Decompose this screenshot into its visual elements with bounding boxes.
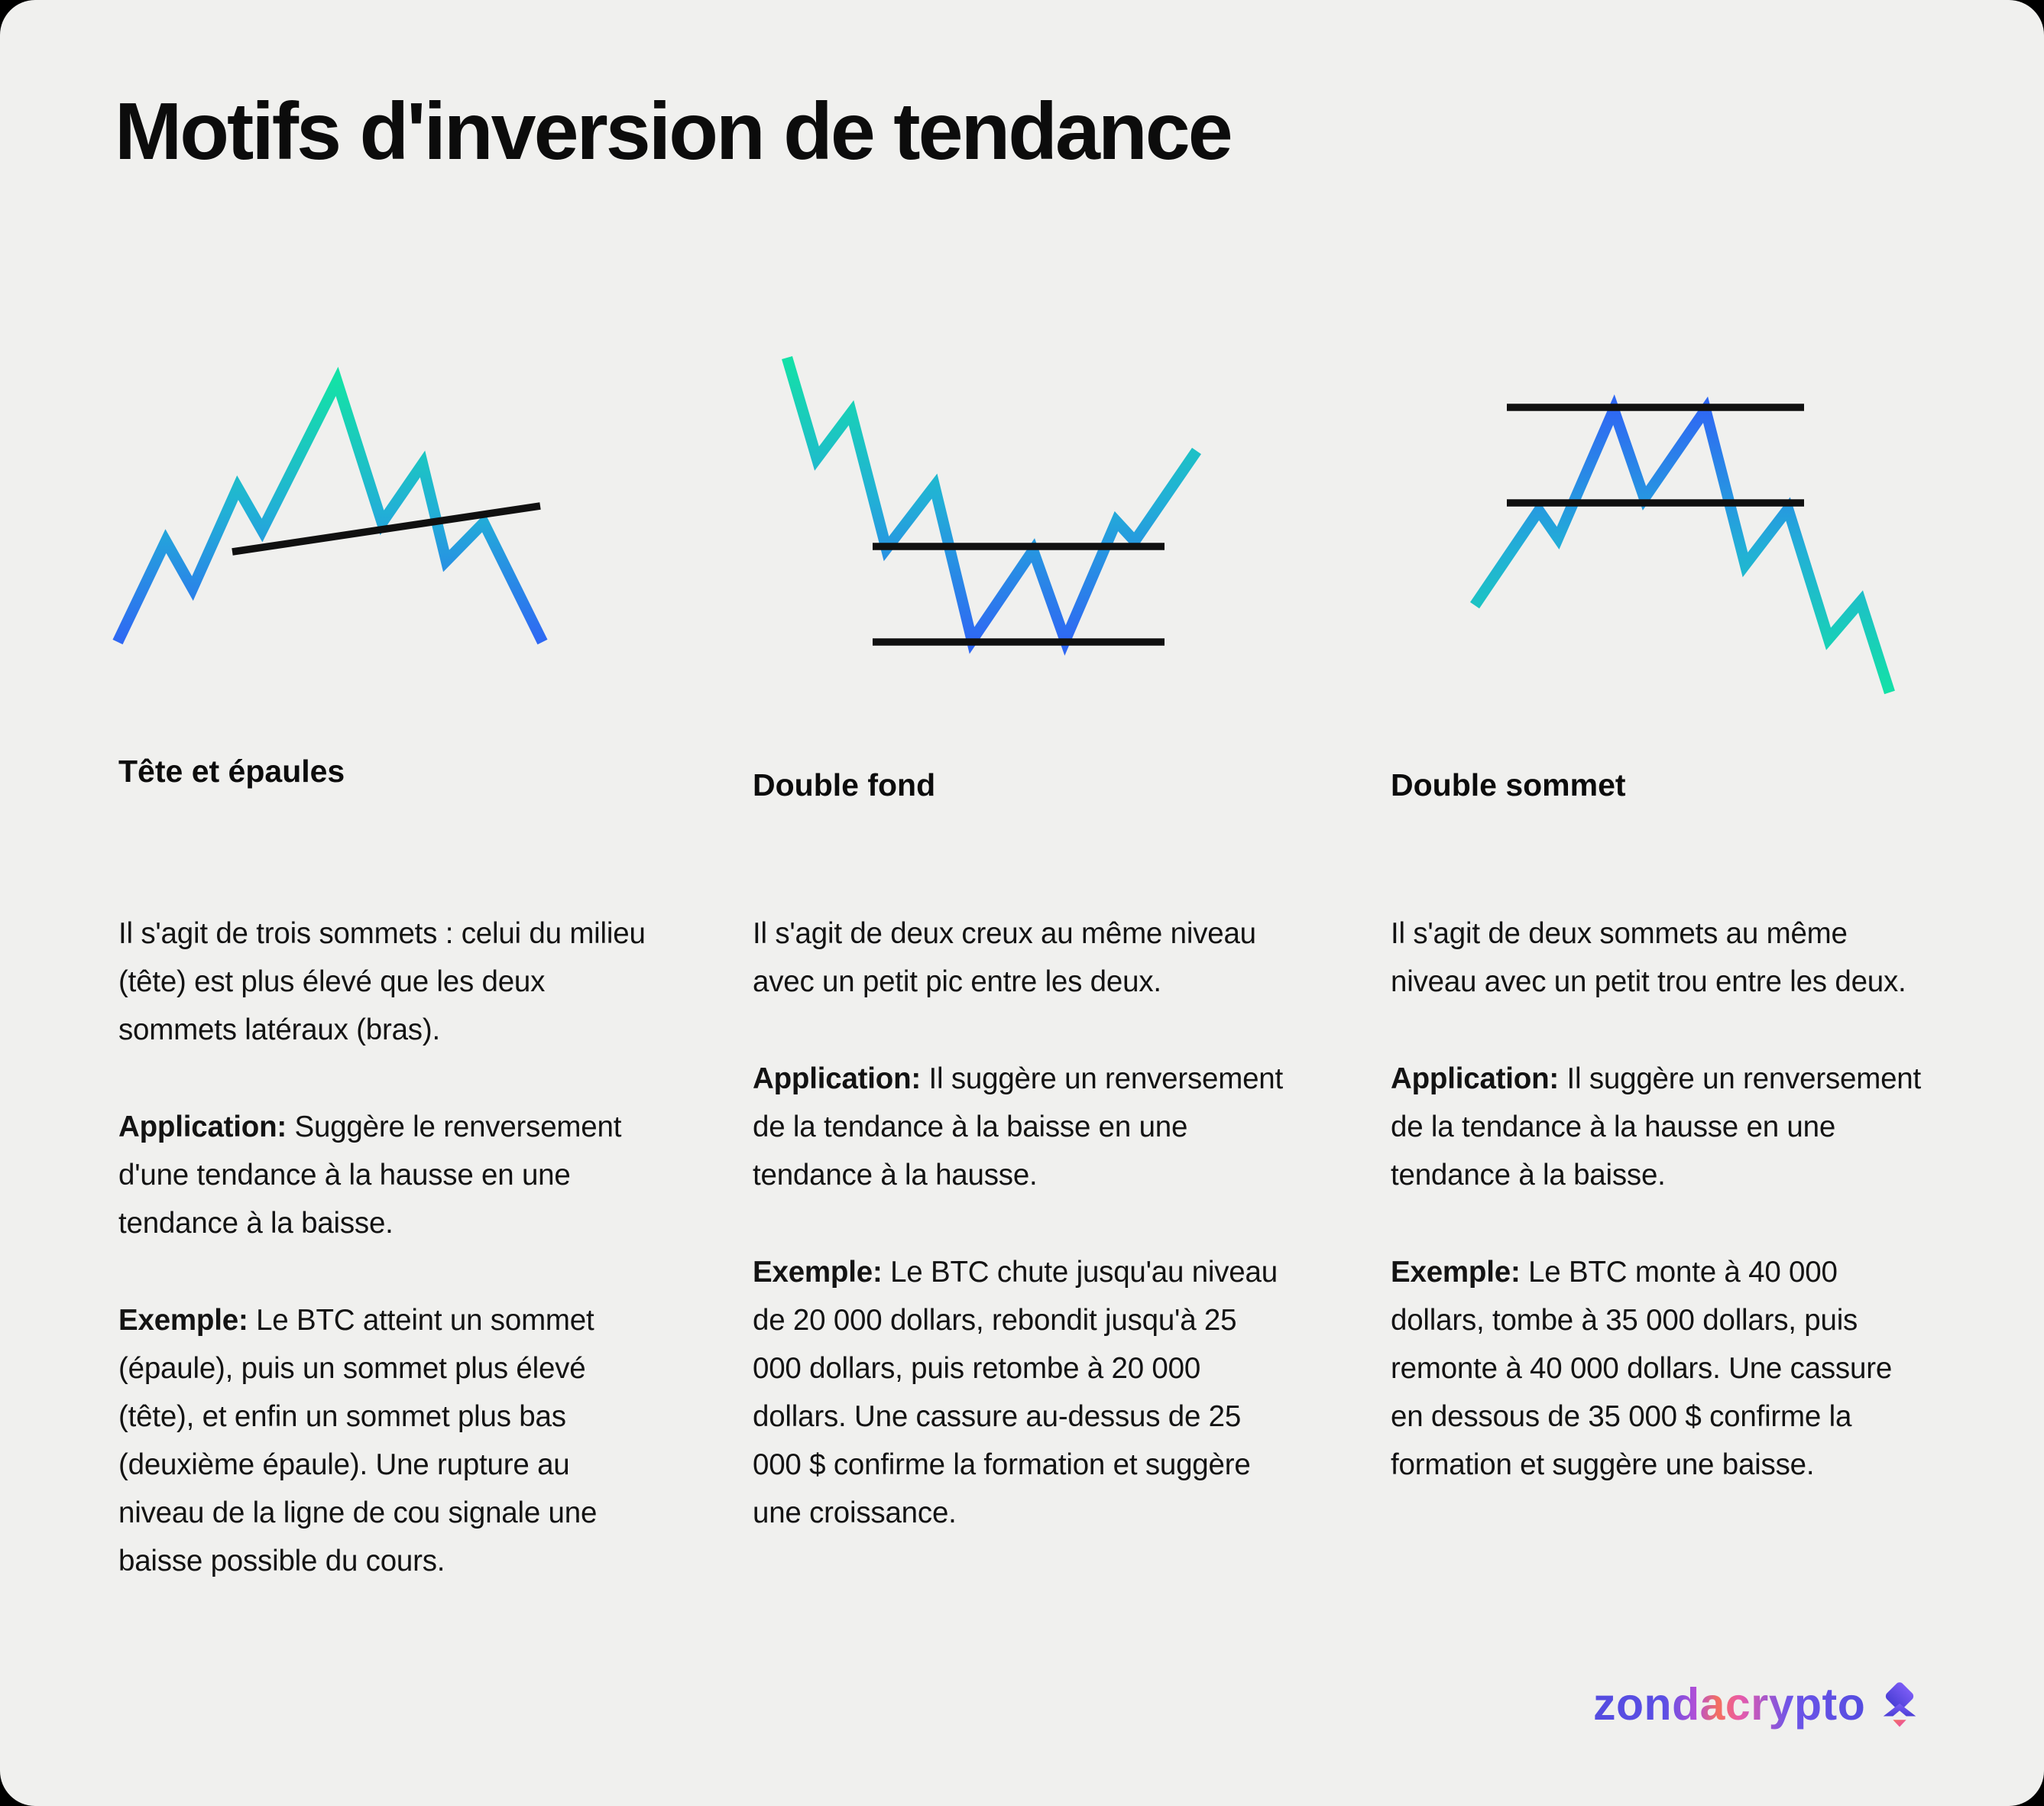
double-bottom-pattern-illustration: [782, 355, 1201, 656]
price-line: [782, 355, 1201, 656]
pattern-title: Double fond: [753, 767, 936, 802]
pattern-intro-text: Il s'agit de trois sommets : celui du mi…: [118, 917, 646, 1046]
column-double-bottom: Double fond Il s'agit de deux creux au m…: [753, 753, 1284, 1586]
example-label: Exemple:: [118, 1304, 248, 1337]
pattern-example: Exemple: Le BTC monte à 40 000 dollars, …: [1391, 1248, 1922, 1489]
zondacrypto-wordmark: zondacrypto: [1593, 1679, 1866, 1730]
pattern-intro: Il s'agit de deux sommets au même niveau…: [1391, 909, 1922, 1006]
pattern-application: Application: Il suggère un renversement …: [1391, 1055, 1922, 1199]
example-text: Le BTC chute jusqu'au niveau de 20 000 d…: [753, 1256, 1278, 1529]
pattern-application: Application: Suggère le renversement d'u…: [118, 1103, 649, 1247]
column-double-top: Double sommet Il s'agit de deux sommets …: [1391, 753, 1922, 1538]
pattern-title: Double sommet: [1391, 767, 1626, 802]
pattern-title: Tête et épaules: [118, 754, 345, 789]
pattern-intro: Il s'agit de trois sommets : celui du mi…: [118, 909, 649, 1054]
pattern-example: Exemple: Le BTC atteint un sommet (épaul…: [118, 1296, 649, 1585]
application-label: Application:: [118, 1111, 287, 1143]
application-label: Application:: [753, 1062, 922, 1095]
example-label: Exemple:: [1391, 1256, 1521, 1289]
zondacrypto-logo: zondacrypto: [1593, 1678, 1922, 1730]
example-text: Le BTC monte à 40 000 dollars, tombe à 3…: [1391, 1256, 1893, 1481]
pattern-intro-text: Il s'agit de deux sommets au même niveau…: [1391, 917, 1906, 998]
pattern-intro: Il s'agit de deux creux au même niveau a…: [753, 909, 1284, 1006]
column-head-and-shoulders: Tête et épaules Il s'agit de trois somme…: [118, 753, 649, 1634]
pattern-example: Exemple: Le BTC chute jusqu'au niveau de…: [753, 1248, 1284, 1537]
application-label: Application:: [1391, 1062, 1560, 1095]
double-top-pattern-illustration: [1469, 394, 1895, 695]
page-title: Motifs d'inversion de tendance: [115, 86, 1233, 177]
price-line: [112, 366, 548, 645]
application-text: Suggère le renversement d'une tendance à…: [118, 1111, 622, 1240]
support-resistance-line: [232, 502, 541, 556]
application-text: Il suggère un renversement de la tendanc…: [753, 1062, 1284, 1192]
price-line: [1469, 394, 1895, 695]
zondacrypto-spade-icon: [1883, 1682, 1916, 1727]
pattern-application: Application: Il suggère un renversement …: [753, 1055, 1284, 1199]
example-label: Exemple:: [753, 1256, 883, 1289]
example-text: Le BTC atteint un sommet (épaule), puis …: [118, 1304, 598, 1577]
head-and-shoulders-pattern-illustration: [112, 366, 548, 645]
pattern-intro-text: Il s'agit de deux creux au même niveau a…: [753, 917, 1256, 998]
application-text: Il suggère un renversement de la tendanc…: [1391, 1062, 1922, 1192]
